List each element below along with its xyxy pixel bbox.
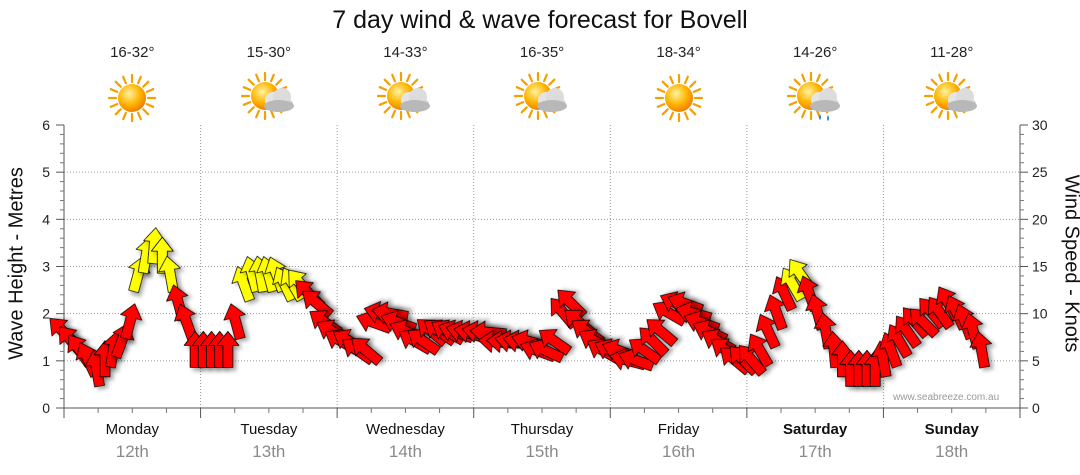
wind-arrow xyxy=(120,303,143,341)
y-right-tick-label: 30 xyxy=(1032,117,1048,133)
x-tick-label-day: Friday xyxy=(657,421,700,438)
watermark: www.seabreeze.com.au xyxy=(893,392,1000,403)
day-temperature-range: 16-32° xyxy=(110,44,155,61)
y-left-tick-label: 6 xyxy=(42,117,50,133)
sun-cloud-icon xyxy=(240,71,297,128)
x-tick-label-day: Saturday xyxy=(783,421,848,438)
y-right-tick-label: 0 xyxy=(1032,400,1040,416)
sun-cloud-icon xyxy=(377,71,433,128)
wind-arrow xyxy=(747,333,774,369)
x-tick-label-date: 17th xyxy=(798,442,832,461)
y-left-tick-label: 4 xyxy=(42,211,50,227)
sun-icon xyxy=(104,72,160,128)
day-temperature-range: 15-30° xyxy=(246,44,292,61)
x-tick-label-date: 16th xyxy=(662,442,696,461)
wind-arrow xyxy=(646,319,679,348)
y-right-tick-label: 5 xyxy=(1032,353,1040,369)
x-tick-label-date: 15th xyxy=(525,442,559,461)
x-tick-label-day: Thursday xyxy=(510,421,574,438)
y-left-tick-label: 3 xyxy=(42,259,50,275)
x-tick-label-day: Tuesday xyxy=(240,421,298,438)
y-right-tick-label: 15 xyxy=(1032,259,1048,275)
y-left-tick-label: 1 xyxy=(42,353,50,369)
day-temperature-range: 16-35° xyxy=(519,44,565,61)
y-left-tick-label: 5 xyxy=(42,164,50,180)
sun-icon xyxy=(651,72,707,128)
x-tick-label-date: 14th xyxy=(388,442,422,461)
wind-arrow xyxy=(150,236,174,274)
wind-arrow xyxy=(538,329,573,356)
wind-arrow xyxy=(216,330,240,368)
x-tick-label-date: 12th xyxy=(115,442,149,461)
wind-arrow xyxy=(351,338,384,366)
x-tick-label-day: Sunday xyxy=(924,421,979,438)
day-temperature-range: 14-33° xyxy=(383,44,428,61)
y-left-tick-label: 2 xyxy=(42,306,50,322)
y-right-tick-label: 10 xyxy=(1032,306,1048,322)
y-right-tick-label: 25 xyxy=(1032,164,1048,180)
y-left-tick-label: 0 xyxy=(42,400,50,416)
x-tick-label-day: Monday xyxy=(105,421,159,438)
sun-cloud-icon xyxy=(923,71,980,128)
x-tick-label-date: 13th xyxy=(252,442,286,461)
day-temperature-range: 18-34° xyxy=(656,44,701,61)
wind-arrow xyxy=(223,303,246,341)
wind-arrow xyxy=(969,331,992,369)
sun-cloud-rain-icon xyxy=(787,71,843,128)
day-temperature-range: 11-28° xyxy=(930,44,974,61)
chart-title: 7 day wind & wave forecast for Bovell xyxy=(332,6,748,34)
x-tick-label-date: 18th xyxy=(935,442,969,461)
y-right-tick-label: 20 xyxy=(1032,211,1048,227)
day-temperature-range: 14-26° xyxy=(792,44,838,61)
x-tick-label-day: Wednesday xyxy=(365,421,445,438)
sun-cloud-icon xyxy=(513,71,570,128)
